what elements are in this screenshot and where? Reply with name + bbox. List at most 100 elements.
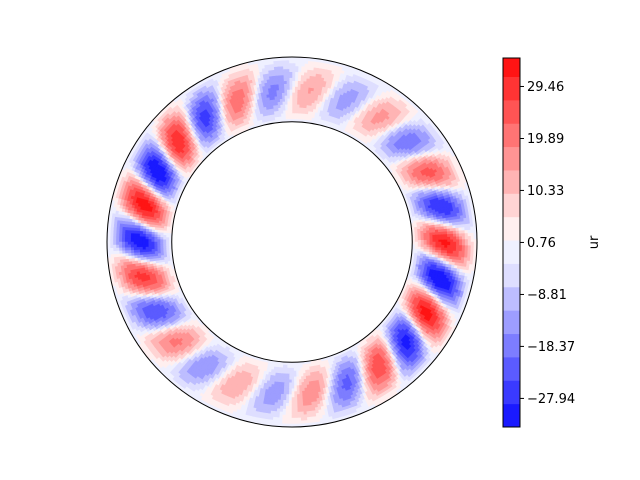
contour-cell bbox=[142, 233, 146, 238]
contour-cell bbox=[291, 394, 296, 398]
contour-cell bbox=[291, 388, 295, 392]
contour-cell bbox=[153, 236, 158, 240]
contour-cell bbox=[291, 400, 296, 404]
contour-cell bbox=[429, 239, 434, 243]
contour-cell bbox=[296, 95, 300, 99]
contour-cell bbox=[423, 239, 428, 243]
contour-cell bbox=[283, 388, 288, 392]
contour-cell bbox=[286, 382, 290, 387]
contour-cell bbox=[288, 400, 293, 404]
contour-cell bbox=[289, 364, 293, 369]
contour-cell bbox=[432, 244, 437, 248]
contour-cell bbox=[294, 103, 298, 108]
contour-cell bbox=[289, 391, 293, 395]
contour-cell bbox=[136, 241, 140, 246]
contour-cell bbox=[147, 241, 152, 245]
contour-cell bbox=[299, 83, 304, 88]
contour-cell bbox=[289, 94, 293, 99]
contour-cell bbox=[435, 244, 440, 248]
contour-cell bbox=[291, 83, 296, 87]
contour-cell bbox=[289, 388, 293, 392]
contour-cell bbox=[280, 399, 285, 404]
contour-cell bbox=[447, 241, 451, 246]
contour-cell bbox=[286, 373, 291, 378]
contour-cell bbox=[294, 385, 298, 390]
contour-cell bbox=[291, 89, 295, 93]
contour-cell bbox=[291, 376, 295, 381]
contour-cell bbox=[289, 106, 293, 111]
contour-cell bbox=[289, 89, 293, 93]
contour-cell bbox=[420, 241, 425, 245]
contour-cell bbox=[414, 241, 419, 245]
contour-cell bbox=[286, 391, 290, 395]
contour-cell bbox=[280, 393, 285, 398]
contour-cell bbox=[291, 379, 295, 384]
contour-cell bbox=[156, 236, 161, 241]
contour-cell bbox=[435, 241, 440, 245]
contour-cell bbox=[291, 109, 295, 114]
contour-cell bbox=[438, 236, 442, 240]
contour-cell bbox=[283, 397, 287, 401]
contour-cell bbox=[441, 246, 445, 251]
contour-cell bbox=[130, 230, 135, 235]
contour-cell bbox=[286, 388, 290, 392]
contour-cell bbox=[296, 97, 300, 102]
contour-cell bbox=[130, 247, 135, 251]
contour-cell bbox=[144, 241, 149, 245]
contour-cell bbox=[289, 385, 293, 390]
contour-cell bbox=[289, 376, 293, 381]
contour-cell bbox=[289, 367, 293, 372]
contour-cell bbox=[136, 236, 140, 240]
contour-cell bbox=[147, 239, 152, 243]
contour-cell bbox=[444, 241, 448, 246]
contour-cell bbox=[159, 241, 164, 245]
contour-cell bbox=[133, 230, 138, 235]
contour-cell bbox=[147, 234, 152, 238]
contour-cell bbox=[294, 400, 298, 404]
contour-cell bbox=[438, 241, 442, 245]
contour-cell bbox=[289, 373, 293, 378]
contour-cell bbox=[162, 237, 167, 241]
contour-cell bbox=[136, 244, 140, 248]
contour-cell bbox=[432, 241, 437, 245]
contour-cell bbox=[133, 241, 137, 246]
contour-cell bbox=[291, 94, 295, 99]
contour-cell bbox=[417, 241, 422, 245]
contour-cell bbox=[286, 92, 290, 96]
contour-cell bbox=[286, 385, 290, 390]
contour-cell bbox=[286, 376, 290, 381]
contour-cell bbox=[447, 247, 451, 251]
contour-cell bbox=[130, 236, 134, 240]
contour-cell bbox=[286, 89, 290, 93]
contour-cell bbox=[284, 385, 288, 389]
contour-cell bbox=[286, 394, 290, 398]
contour-cell bbox=[447, 244, 451, 248]
contour-cell bbox=[444, 244, 448, 248]
contour-cell bbox=[147, 236, 152, 240]
contour-cell bbox=[139, 239, 143, 243]
contour-cell bbox=[156, 241, 161, 245]
contour-cell bbox=[420, 243, 425, 247]
contour-cell bbox=[283, 391, 288, 395]
contour-cell bbox=[432, 246, 437, 250]
contour-cell bbox=[136, 230, 141, 235]
contour-cell bbox=[283, 399, 287, 404]
contour-cell bbox=[145, 234, 149, 238]
contour-cell bbox=[291, 112, 295, 117]
contour-cell bbox=[130, 238, 134, 243]
contour-cell bbox=[287, 370, 291, 375]
contour-cell bbox=[438, 244, 442, 248]
contour-cell bbox=[287, 367, 291, 372]
contour-cell bbox=[289, 370, 293, 375]
contour-cell bbox=[291, 370, 295, 375]
contour-cell bbox=[133, 238, 137, 243]
contour-cell bbox=[142, 244, 146, 248]
contour-cell bbox=[289, 100, 293, 105]
contour-cell bbox=[294, 86, 298, 90]
contour-cell bbox=[450, 236, 454, 240]
contour-cell bbox=[294, 80, 298, 84]
contour-cell bbox=[283, 80, 287, 85]
contour-cell bbox=[444, 247, 448, 251]
contour-cell bbox=[286, 83, 290, 87]
